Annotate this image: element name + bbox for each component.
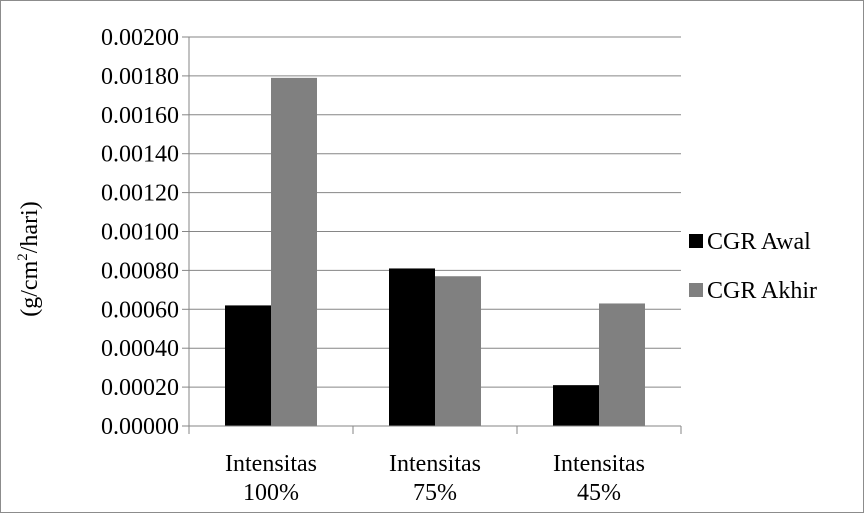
x-category-label: Intensitas 100% [225,451,317,506]
y-tick-label: 0.00200 [101,25,179,51]
legend-swatch [689,234,703,248]
y-tick-label: 0.00140 [101,142,179,168]
bar-cgr-akhir [599,303,645,426]
bar-cgr-awal [225,305,271,426]
bar-cgr-akhir [435,276,481,426]
y-tick-label: 0.00100 [101,220,179,246]
x-category-label: Intensitas 45% [553,451,645,506]
bar-cgr-awal [389,268,435,426]
x-category-label-line: 45% [577,480,621,506]
legend-swatch [689,283,703,297]
axes [188,37,682,434]
x-category-label: Intensitas 75% [389,451,481,506]
x-category-label-line: 100% [243,480,299,506]
legend-label: CGR Akhir [707,278,817,304]
x-category-label-line: Intensitas [389,451,481,477]
x-axis-labels: Intensitas 100% Intensitas 75% Intensitas 45% [225,451,645,506]
y-axis-title-part-2: /hari) [17,201,43,253]
y-axis-ticks: 0.00000 0.00020 0.00040 0.00060 0.00080 0.001… [101,25,189,440]
x-category-label-line: Intensitas [225,451,317,477]
y-tick-label: 0.00160 [101,103,179,129]
bars [225,77,645,426]
y-tick-label: 0.00180 [101,64,179,90]
y-tick-label: 0.00060 [101,297,179,323]
x-category-label-line: 75% [413,480,457,506]
y-tick-label: 0.00120 [101,181,179,207]
y-tick-label: 0.00080 [101,258,179,284]
bar-cgr-awal [553,385,599,426]
y-axis-title-superscript: 2 [15,253,31,261]
y-tick-label: 0.00000 [101,414,179,440]
y-tick-label: 0.00040 [101,336,179,362]
y-axis-title-part-1: (g/cm [17,260,43,316]
legend-label: CGR Awal [707,229,811,255]
y-axis-title: (g/cm2/hari) [15,201,43,316]
y-tick-label: 0.00020 [101,375,179,401]
bar-cgr-akhir [271,77,317,426]
x-category-label-line: Intensitas [553,451,645,477]
legend: CGR Awal CGR Akhir [689,229,817,304]
